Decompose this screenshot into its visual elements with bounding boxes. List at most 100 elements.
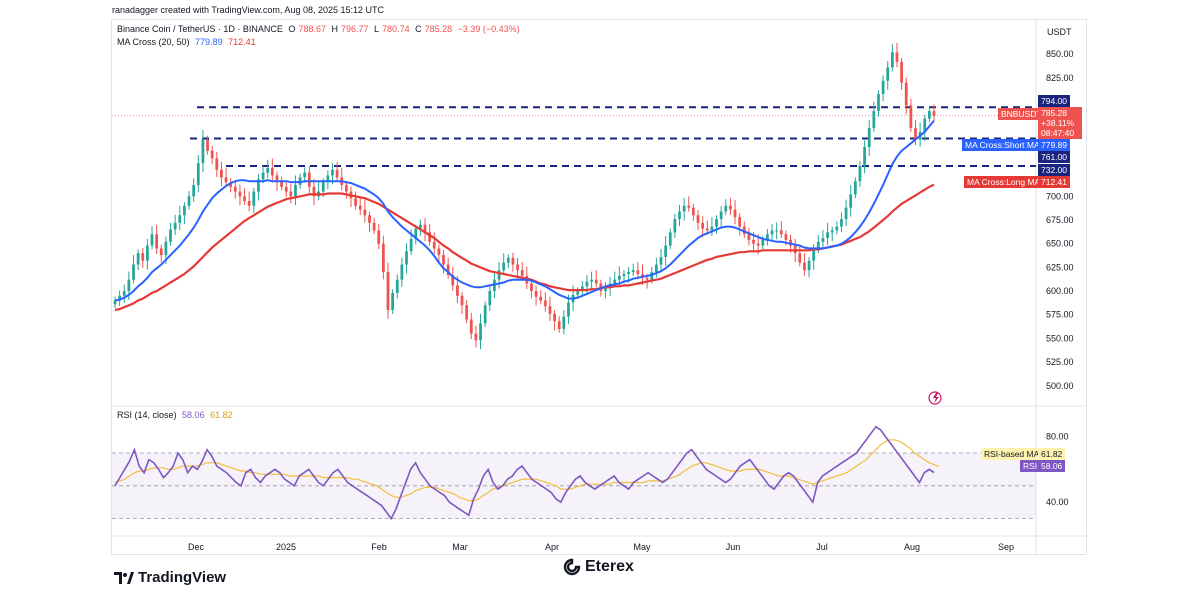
tradingview-logo: TradingView	[114, 569, 226, 586]
candle-body	[368, 215, 371, 223]
candle-body	[784, 234, 788, 240]
candle-body	[821, 238, 825, 242]
candle-body	[331, 169, 334, 176]
candle-body	[594, 279, 598, 284]
y-tick-label: 525.00	[1046, 357, 1074, 367]
candle-body	[567, 302, 570, 317]
candle-body	[266, 167, 270, 173]
candle-body	[678, 211, 681, 220]
candle-body	[118, 295, 122, 301]
candle-body	[604, 287, 607, 292]
candle-body	[261, 172, 265, 180]
candle-body	[923, 118, 927, 132]
y-tick-label: 650.00	[1046, 239, 1074, 249]
candle-body	[474, 333, 478, 341]
candle-body	[446, 264, 450, 275]
candle-body	[150, 234, 154, 246]
x-tick-label: May	[633, 542, 651, 552]
candle-body	[645, 277, 649, 280]
candle-body	[516, 264, 519, 271]
long-ma-value-label: 712.41	[1038, 176, 1070, 188]
candle-body	[853, 181, 857, 195]
candle-body	[146, 245, 149, 261]
rsi-tick-label: 40.00	[1046, 497, 1069, 507]
candle-body	[326, 175, 330, 183]
candle-body	[122, 291, 126, 296]
candle-body	[858, 166, 862, 182]
y-tick-label: 600.00	[1046, 286, 1074, 296]
candle-body	[826, 232, 829, 238]
axis-unit: USDT	[1047, 27, 1072, 37]
candle-body	[553, 313, 556, 322]
candle-body	[405, 251, 408, 265]
candle-body	[220, 169, 223, 178]
low-label: L	[374, 24, 380, 34]
ma-legend: MA Cross (20, 50) 779.89 712.41	[117, 37, 259, 47]
candle-body	[863, 147, 866, 166]
x-tick-label: Jun	[726, 542, 741, 552]
change-value: −3.39 (−0.43%)	[457, 24, 520, 34]
candle-body	[141, 253, 145, 261]
candle-body	[196, 163, 200, 185]
candle-body	[303, 172, 307, 178]
candle-body	[585, 281, 589, 287]
open-label: O	[288, 24, 296, 34]
candle-body	[687, 205, 691, 208]
candle-body	[386, 272, 390, 310]
candle-body	[631, 270, 635, 273]
candle-body	[224, 177, 228, 183]
rsi-tick-label: 80.00	[1046, 432, 1069, 442]
candle-body	[622, 274, 626, 276]
x-tick-label: Apr	[545, 542, 559, 552]
candle-body	[363, 209, 367, 216]
candle-body	[460, 295, 464, 306]
candle-body	[335, 169, 339, 178]
tradingview-logo-text: TradingView	[138, 569, 227, 586]
candle-body	[715, 219, 718, 227]
candle-body	[724, 205, 728, 212]
candle-body	[372, 222, 376, 231]
candle-body	[710, 226, 714, 231]
high-label: H	[331, 24, 338, 34]
candle-body	[113, 300, 117, 305]
candle-body	[502, 262, 506, 271]
candle-body	[701, 222, 705, 229]
candle-body	[705, 228, 709, 231]
candle-body	[816, 241, 820, 250]
candle-body	[682, 205, 686, 212]
candle-body	[229, 182, 233, 187]
x-tick-label: Aug	[904, 542, 920, 552]
candle-body	[932, 111, 936, 116]
candle-body	[867, 128, 871, 148]
candle-body	[807, 260, 811, 271]
y-tick-label: 550.00	[1046, 333, 1074, 343]
candle-body	[534, 291, 538, 297]
candle-body	[270, 167, 274, 176]
y-tick-label: 850.00	[1046, 49, 1074, 59]
candle-body	[497, 270, 501, 280]
rsi-ma-value-label: 61.82	[1038, 448, 1066, 460]
y-tick-label: 675.00	[1046, 215, 1074, 225]
candle-body	[881, 80, 885, 94]
candle-body	[756, 243, 760, 246]
candle-body	[761, 239, 765, 246]
symbol-title: Binance Coin / TetherUS · 1D · BINANCE	[117, 24, 283, 34]
candle-body	[127, 279, 131, 292]
candle-body	[307, 172, 311, 187]
candle-body	[284, 186, 288, 192]
candle-body	[155, 234, 159, 249]
ma-long-value: 712.41	[228, 37, 256, 47]
candle-body	[419, 224, 422, 229]
candle-body	[289, 191, 293, 197]
x-tick-label: Dec	[188, 542, 205, 552]
low-value: 780.74	[382, 24, 410, 34]
rsi-ma-name-label: RSI-based MA	[981, 448, 1039, 460]
candle-body	[659, 256, 663, 265]
candle-body	[469, 319, 473, 334]
candle-body	[169, 229, 172, 242]
candle-body	[409, 238, 413, 252]
candle-body	[914, 128, 917, 140]
ma-short-value: 779.89	[195, 37, 223, 47]
candle-body	[178, 215, 182, 223]
